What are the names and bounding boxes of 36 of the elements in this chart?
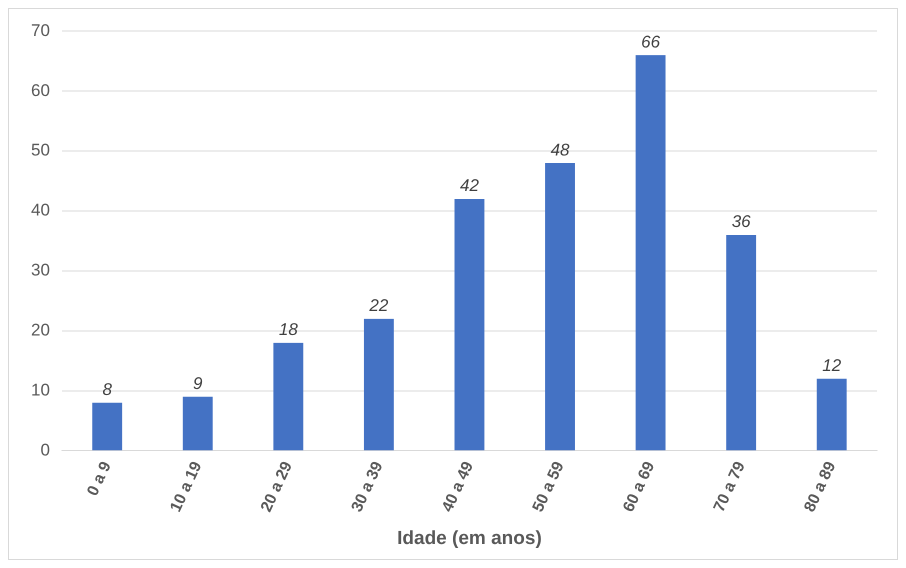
x-tick-label: 30 a 39 <box>348 459 387 515</box>
data-label: 8 <box>102 380 112 399</box>
x-tick-label: 80 a 89 <box>801 459 840 515</box>
y-tick-label: 0 <box>40 440 50 460</box>
x-tick-label: 0 a 9 <box>84 459 115 499</box>
bar <box>182 396 213 450</box>
x-tick-label: 70 a 79 <box>710 459 749 515</box>
data-label: 9 <box>193 374 204 394</box>
bar <box>726 234 756 450</box>
bar <box>273 342 304 450</box>
bar <box>92 402 122 450</box>
data-label: 36 <box>732 212 752 232</box>
bar <box>454 199 484 450</box>
bar <box>636 55 666 450</box>
data-label: 48 <box>550 140 570 160</box>
bar <box>816 378 847 450</box>
data-label: 18 <box>278 320 298 340</box>
data-label: 12 <box>822 356 842 376</box>
y-tick-label: 50 <box>30 140 50 160</box>
y-tick-label: 10 <box>30 380 50 400</box>
x-axis-title: Idade (em anos) <box>397 528 542 549</box>
x-tick-label: 50 a 59 <box>530 459 568 515</box>
y-tick-label: 40 <box>30 200 50 220</box>
bar <box>545 163 575 450</box>
x-tick-label: 10 a 19 <box>167 459 206 515</box>
y-tick-label: 60 <box>30 80 50 100</box>
x-tick-label: 20 a 29 <box>258 459 296 515</box>
x-tick-label: 60 a 69 <box>620 459 658 515</box>
bar <box>364 318 394 450</box>
x-tick-label: 40 a 49 <box>439 459 478 515</box>
y-tick-label: 30 <box>30 260 50 280</box>
y-tick-label: 20 <box>30 320 50 340</box>
data-label: 22 <box>368 296 389 316</box>
data-label: 42 <box>460 176 480 196</box>
y-tick-label: 70 <box>30 20 50 40</box>
data-label: 66 <box>641 32 661 52</box>
